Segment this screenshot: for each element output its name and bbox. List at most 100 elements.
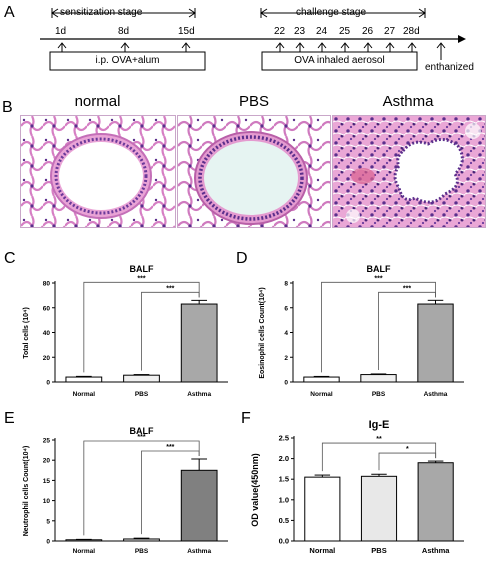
category-label: PBS [372, 391, 386, 398]
panel-label-c: C [4, 250, 16, 267]
significance-label: * [406, 446, 409, 453]
bar-normal [303, 376, 340, 383]
chart-title: BALF [130, 264, 154, 274]
day-15d: 15d [178, 26, 195, 37]
category-label: Normal [73, 391, 96, 398]
day-8d: 8d [118, 26, 130, 37]
day-25: 25 [339, 26, 351, 37]
panel-label-d: D [236, 250, 248, 267]
significance-label: *** [166, 444, 174, 451]
chart-title: BALF [130, 426, 154, 436]
chart-f: Ig-E OD value(450nm) 0.0 0.5 1.0 1.5 2.0 2.5 Nor… [250, 419, 464, 555]
bar-pbs [123, 374, 160, 383]
y-tick-label: 0.5 [279, 516, 289, 525]
significance-bracket [321, 281, 436, 373]
bar-asthma [417, 303, 454, 383]
chart-e: BALF Neutrophil cells Count(10⁴) 0 5 10 15 20 2… [23, 426, 228, 555]
category-label: Normal [310, 391, 333, 398]
significance-label: *** [374, 275, 382, 282]
y-tick-label: 8 [284, 281, 288, 288]
y-tick-label: 6 [284, 305, 288, 312]
y-tick-label: 0 [46, 539, 50, 546]
bar-asthma [180, 469, 218, 542]
category-label: PBS [371, 546, 386, 555]
histo-title-normal: normal [74, 93, 121, 110]
chart-d: BALF Eosinophil cells Count(10⁴) 0 2 4 6 8 Norm… [259, 264, 464, 398]
y-tick-label: 60 [43, 305, 51, 312]
y-tick-label: 80 [43, 281, 51, 288]
panel-label-f: F [241, 410, 251, 427]
significance-label: *** [137, 434, 145, 441]
category-label: PBS [135, 548, 149, 555]
y-tick-label: 1.5 [279, 475, 289, 484]
significance-label: *** [403, 285, 411, 292]
category-label: Asthma [187, 548, 211, 555]
significance-bracket [83, 281, 200, 373]
histology-normal-image [20, 115, 176, 228]
y-axis-label: Eosinophil cells Count(10⁴) [259, 287, 266, 378]
y-tick-label: 0 [284, 380, 288, 387]
significance-label: *** [166, 285, 174, 292]
panel-label-a: A [4, 4, 15, 21]
bar-normal [65, 539, 103, 542]
day-26: 26 [362, 26, 374, 37]
significance-label: *** [137, 275, 145, 282]
timeline: sensitization stage challenge stage 1d 8… [0, 0, 497, 95]
bar-pbs [360, 374, 397, 383]
category-label: Asthma [187, 391, 211, 398]
category-label: Normal [309, 546, 335, 555]
sensitization-label: sensitization stage [60, 7, 143, 18]
y-tick-label: 10 [43, 498, 51, 505]
y-tick-label: 2 [284, 355, 288, 362]
inhaled-box [261, 51, 418, 71]
category-label: Asthma [424, 391, 448, 398]
significance-bracket [83, 440, 200, 536]
significance-label: ** [376, 436, 382, 443]
y-tick-label: 25 [43, 438, 51, 445]
chart-title: Ig-E [369, 419, 390, 431]
y-axis-label: Total cells (10⁴) [23, 307, 30, 359]
day-27: 27 [384, 26, 396, 37]
category-label: Asthma [422, 546, 450, 555]
y-axis-label: Neutrophil cells Count(10⁴) [23, 446, 30, 537]
timeline-graphic [40, 8, 466, 71]
category-label: PBS [135, 391, 149, 398]
bar-pbs [360, 475, 398, 542]
y-tick-label: 20 [43, 458, 51, 465]
significance-bracket [321, 442, 437, 472]
bar-pbs [123, 538, 160, 542]
panel-label-b: B [2, 99, 13, 116]
panel-label-e: E [4, 410, 15, 427]
day-24: 24 [316, 26, 328, 37]
chart-title: BALF [367, 264, 391, 274]
y-tick-label: 4 [284, 330, 288, 337]
ip-box [49, 51, 206, 71]
day-23: 23 [294, 26, 306, 37]
significance-bracket [141, 450, 200, 535]
histo-title-asthma: Asthma [382, 93, 434, 110]
timeline-axis-arrowhead [458, 35, 466, 43]
y-axis-label: OD value(450nm) [250, 453, 260, 527]
significance-bracket [141, 291, 200, 371]
histology-pbs-image [177, 115, 331, 228]
inhaled-box-label: OVA inhaled aerosol [294, 55, 385, 66]
bar-normal [65, 376, 103, 383]
y-tick-label: 40 [43, 330, 51, 337]
y-tick-label: 0.0 [279, 537, 289, 546]
challenge-label: challenge stage [296, 7, 367, 18]
day-1d: 1d [55, 26, 67, 37]
bar-asthma [180, 303, 218, 383]
y-tick-label: 20 [43, 355, 51, 362]
y-tick-label: 2.5 [279, 434, 289, 443]
y-tick-label: 2.0 [279, 454, 289, 463]
ip-box-label: i.p. OVA+alum [95, 55, 160, 66]
category-label: Normal [73, 548, 96, 555]
histo-title-pbs: PBS [238, 93, 269, 110]
y-tick-label: 1.0 [279, 495, 289, 504]
day-22: 22 [274, 26, 286, 37]
day-28d: 28d [403, 26, 420, 37]
chart-c: BALF Total cells (10⁴) 0 20 40 60 80 Normal PBS A… [23, 264, 228, 398]
bar-asthma [417, 462, 454, 542]
significance-bracket [378, 291, 436, 370]
bar-normal [304, 476, 341, 542]
